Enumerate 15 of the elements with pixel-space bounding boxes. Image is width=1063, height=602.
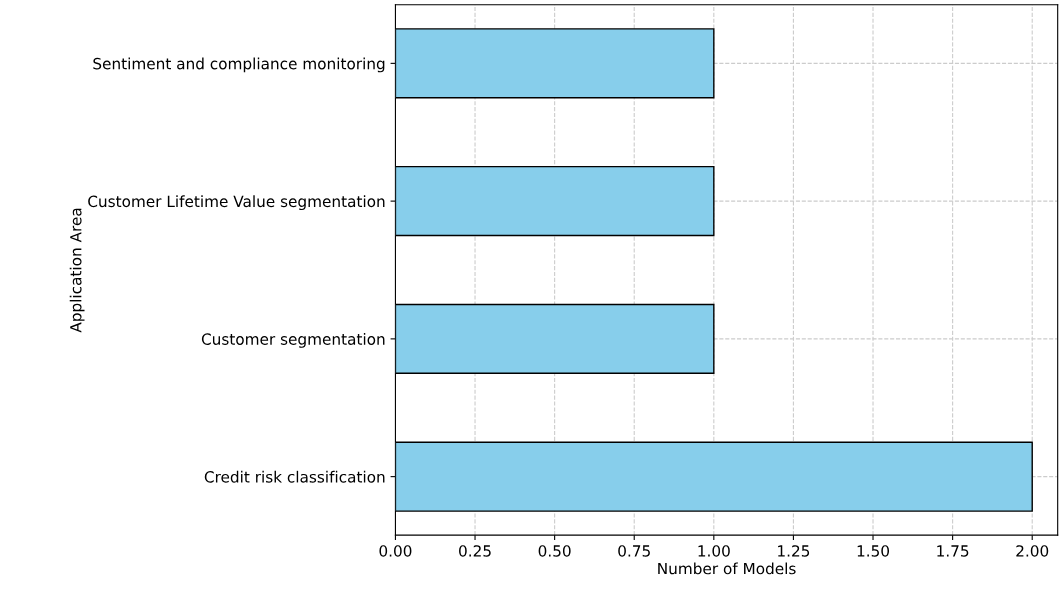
- x-tick-label: 0.00: [379, 545, 412, 557]
- x-tick-label: 1.00: [698, 545, 730, 557]
- y-tick-label: Customer Lifetime Value segmentation: [88, 195, 385, 211]
- x-tick-label: 0.50: [538, 545, 571, 557]
- x-tick-label: 1.50: [857, 545, 890, 557]
- y-axis-title: Application Area: [69, 208, 85, 333]
- x-tick-label: 0.75: [618, 545, 650, 557]
- y-tick-label: Credit risk classification: [204, 470, 385, 483]
- x-tick-label: 0.25: [459, 545, 491, 557]
- x-tick-label: 1.75: [937, 545, 969, 557]
- x-tick-label: 1.25: [778, 545, 810, 557]
- y-tick-label: Customer segmentation: [201, 333, 385, 348]
- y-tick-label: Sentiment and compliance monitoring: [93, 57, 385, 73]
- x-tick-label: 2.00: [1016, 545, 1049, 557]
- x-axis-title: Number of Models: [658, 562, 796, 575]
